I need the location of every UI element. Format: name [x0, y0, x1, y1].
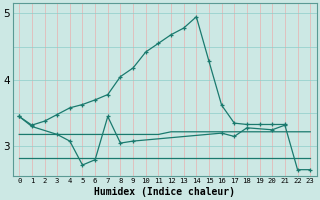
X-axis label: Humidex (Indice chaleur): Humidex (Indice chaleur) [94, 186, 235, 197]
